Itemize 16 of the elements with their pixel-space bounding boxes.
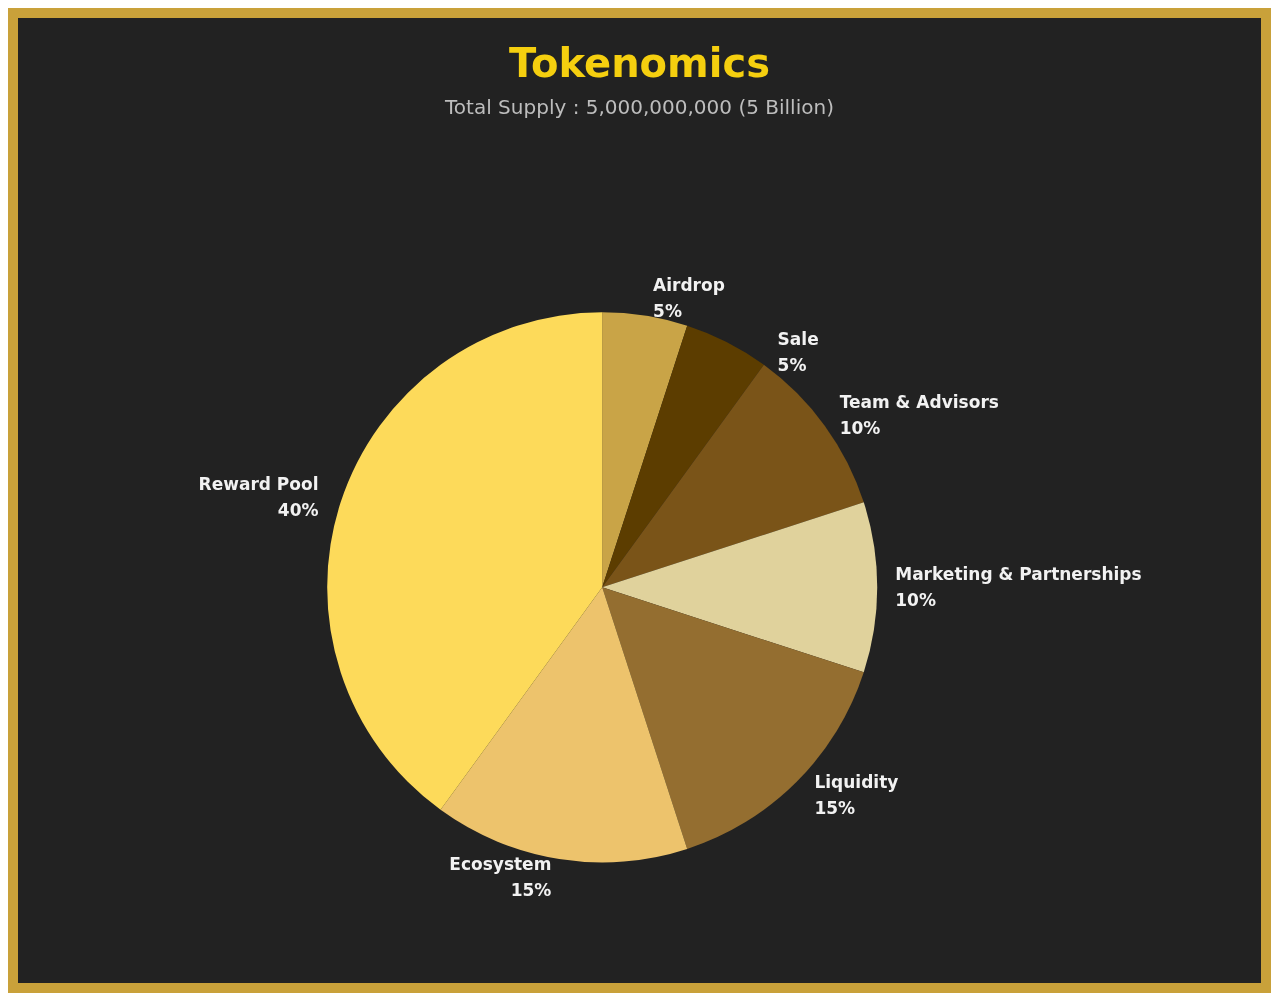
- data-label: 15%: [510, 879, 552, 900]
- slice-label: Airdrop: [653, 274, 725, 295]
- chart-subtitle: Total Supply : 5,000,000,000 (5 Billion): [444, 95, 834, 119]
- slice-label: Liquidity: [814, 771, 899, 792]
- data-label: 5%: [777, 354, 807, 375]
- slice-label: Marketing & Partnerships: [895, 564, 1142, 585]
- slice-label: Team & Advisors: [839, 392, 999, 413]
- data-label: 40%: [277, 499, 319, 520]
- slice-label: Ecosystem: [449, 853, 552, 874]
- data-label: 15%: [814, 797, 856, 818]
- slice-label: Sale: [777, 328, 819, 349]
- data-label: 10%: [839, 418, 881, 439]
- chart-title: Tokenomics: [509, 40, 770, 86]
- data-label: 5%: [653, 300, 682, 321]
- slice-label: Reward Pool: [198, 473, 319, 494]
- data-label: 10%: [895, 590, 936, 611]
